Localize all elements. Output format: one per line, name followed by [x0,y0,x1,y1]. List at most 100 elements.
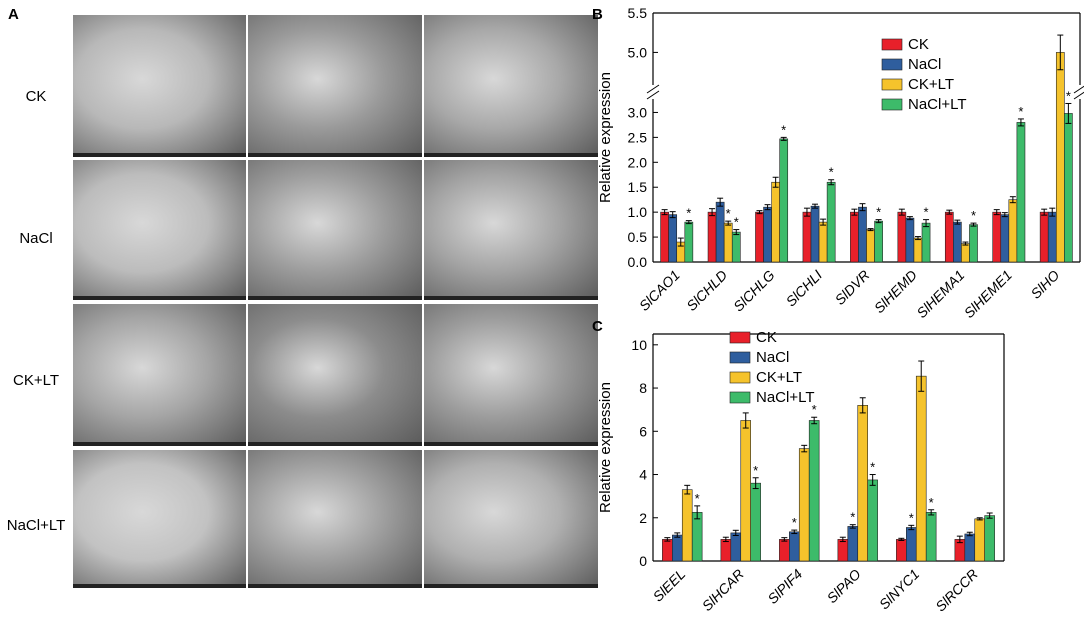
legend-swatch [729,371,751,384]
bar-ck-slchli [802,211,812,263]
row-label-nacl: NaCl [19,230,53,247]
bar-nacl-slhcar [730,532,742,562]
axis-break-gap [1075,85,1084,99]
axis-break-mark [646,84,660,94]
legend-label: CK+LT [756,369,802,386]
significance-asterisk: * [870,460,875,475]
legend-swatch [729,391,751,404]
tem-image-r1-c3 [424,15,598,157]
row-label-nacl-lt: NaCl+LT [6,517,66,534]
significance-asterisk: * [695,491,700,506]
y-tick-label: 1.5 [628,179,648,195]
bar-ck-slpao [837,539,849,562]
x-tick-label: SlPAO [824,566,864,606]
tem-scale-bar [424,296,598,300]
y-tick-label: 4 [639,467,647,483]
bar-nacl-slho [1047,211,1057,263]
significance-asterisk: * [850,510,855,525]
chart-b: 0.0 0.5 1.0 1.5 2.0 2.5 3.0 5.0 5.5 Relative expr… [597,5,1084,318]
tem-scale-bar [424,153,598,157]
bar-nacl-sldvr [858,206,867,263]
bar-nacl-slpif4 [789,531,800,562]
legend-label: CK+LT [908,76,954,93]
y-tick-label: 2 [639,510,647,526]
significance-asterisk: * [971,208,976,223]
legend-label: NaCl+LT [756,389,815,406]
tem-scale-bar [248,296,422,300]
bar-ck-slhemd [897,211,907,263]
bar-nacllt-slpao [867,479,878,562]
tem-image-r3-c2 [248,304,422,446]
tem-image-r3-c3 [424,304,598,446]
bar-nacllt-sldvr [874,220,883,263]
bar-ck-slnyc1 [896,539,907,562]
legend-label: CK [908,36,929,53]
x-tick-label: SlCHLD [683,267,730,314]
panel-a-letter: A [8,6,19,23]
row-label-ck-lt: CK+LT [13,372,59,389]
legend-swatch [881,98,903,111]
bar-nacl-slrccr [964,533,976,562]
bar-nacllt-slchlg [779,138,789,263]
bar-nacllt-slnyc1 [925,512,937,562]
tem-scale-bar [424,584,598,588]
bar-nacl-slchli [810,205,820,263]
x-tick-label: SlDVR [832,267,873,308]
y-tick-label: 1.0 [628,204,648,220]
axis-break-mark [1073,91,1084,100]
bar-ck-slchld [707,211,717,263]
axis-break-mark [646,90,660,100]
tem-image-r2-c2 [248,160,422,300]
significance-asterisk: * [929,495,934,510]
y-tick-label: 5.0 [628,44,648,60]
bar-cklt-slpao [857,405,868,562]
x-tick-label: SlNYC1 [876,566,923,613]
bar-nacl-slheme1 [1000,214,1010,263]
bar-nacllt-slheme1 [1016,122,1026,263]
bar-nacllt-slrccr [984,515,995,562]
x-tick-label: SlCHLI [782,267,825,310]
tem-image-r1-c2 [248,15,422,157]
significance-asterisk: * [1018,104,1023,119]
legend-label: CK [756,329,777,346]
bar-nacl-slpao [847,526,859,562]
tem-image-r2-c3 [424,160,598,300]
legend-swatch [729,331,751,344]
legend-swatch [881,58,903,71]
bar-nacllt-slpif4 [808,420,820,562]
bar-nacllt-slchld [731,231,741,263]
bar-nacllt-sleel [691,512,703,562]
significance-asterisk: * [734,215,739,230]
x-tick-label: SlCAO1 [636,267,683,314]
bar-ck-sldvr [850,211,859,263]
tem-scale-bar [73,442,246,446]
panel-b-letter: B [592,6,603,23]
legend-label: NaCl [908,56,941,73]
axis-break-mark [1073,85,1084,94]
bar-cklt-slchli [818,221,828,263]
bar-ck-slcao1 [660,211,669,263]
x-tick-label: SlHEMD [871,267,920,316]
tem-image-r1-c1 [73,15,246,157]
x-tick-label: SlHCAR [699,566,747,614]
y-tick-label: 6 [639,423,647,439]
significance-asterisk: * [924,205,929,220]
bar-nacl-slhema1 [953,221,962,263]
legend-swatch [881,38,903,51]
bar-nacllt-slchli [826,181,836,263]
bar-ck-slheme1 [992,211,1002,263]
tem-image-r4-c2 [248,450,422,588]
y-tick-label: 3.0 [628,104,648,120]
y-tick-label: 10 [631,337,647,353]
bar-nacl-slchld [715,201,725,263]
bar-nacllt-slhcar [750,482,761,562]
tem-scale-bar [248,584,422,588]
tem-image-r2-c1 [73,160,246,300]
x-tick-label: SlHO [1027,267,1062,302]
significance-asterisk: * [1066,88,1071,103]
bar-cklt-sleel [681,489,693,562]
bar-cklt-slchld [723,222,733,263]
bar-cklt-slchlg [771,181,780,263]
bar-cklt-slheme1 [1008,199,1018,263]
x-tick-label: SlHEME1 [961,267,1015,318]
